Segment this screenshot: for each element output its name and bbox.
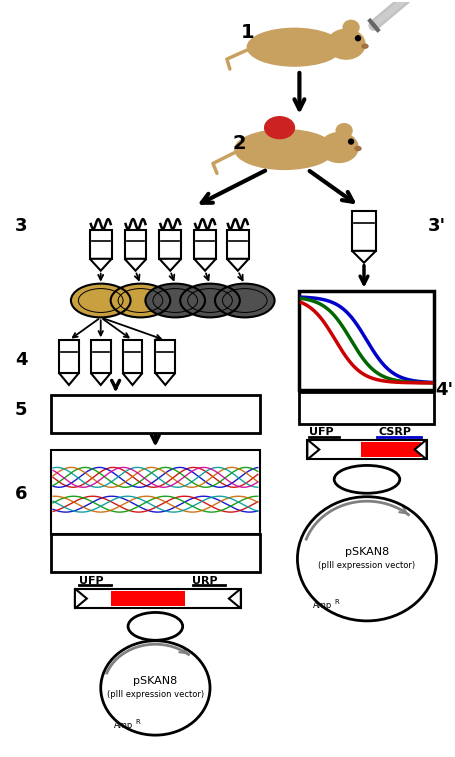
FancyBboxPatch shape [299, 392, 433, 424]
Polygon shape [90, 259, 111, 271]
FancyBboxPatch shape [122, 340, 142, 373]
Ellipse shape [216, 285, 273, 316]
Text: CSRP: CSRP [378, 427, 411, 437]
Polygon shape [227, 259, 248, 271]
FancyBboxPatch shape [59, 340, 79, 373]
Text: pSKAN8: pSKAN8 [344, 547, 388, 557]
FancyBboxPatch shape [159, 230, 181, 259]
Bar [111, 590, 185, 606]
Ellipse shape [327, 30, 364, 59]
Text: 3': 3' [426, 217, 445, 235]
Text: 4: 4 [15, 351, 27, 369]
Text: (pIII expression vector): (pIII expression vector) [318, 561, 415, 570]
Polygon shape [228, 589, 240, 609]
Text: UFP: UFP [308, 427, 333, 437]
Text: 5: 5 [15, 400, 27, 419]
Polygon shape [155, 373, 175, 385]
FancyBboxPatch shape [91, 340, 111, 373]
FancyBboxPatch shape [351, 211, 375, 251]
FancyBboxPatch shape [194, 230, 216, 259]
Text: R: R [334, 599, 339, 605]
Ellipse shape [72, 285, 129, 316]
Ellipse shape [342, 20, 358, 34]
Text: (pIII expression vector): (pIII expression vector) [106, 690, 203, 699]
Text: 1: 1 [240, 23, 254, 42]
Text: 6: 6 [15, 485, 27, 503]
Text: Amp: Amp [114, 721, 133, 731]
FancyBboxPatch shape [227, 230, 248, 259]
Ellipse shape [111, 285, 169, 316]
Ellipse shape [264, 117, 294, 139]
Text: UFP: UFP [79, 575, 103, 586]
Circle shape [355, 36, 360, 41]
Polygon shape [91, 373, 111, 385]
Text: Sequencing: Sequencing [105, 545, 205, 560]
Text: Amp: Amp [312, 601, 331, 610]
Polygon shape [122, 373, 142, 385]
Polygon shape [351, 251, 375, 263]
Text: 4': 4' [435, 381, 453, 399]
Text: MOTIF: MOTIF [130, 593, 165, 603]
Polygon shape [307, 440, 318, 459]
Text: DNA isolation: DNA isolation [97, 407, 213, 421]
FancyBboxPatch shape [299, 291, 433, 390]
Text: Q-PCR: Q-PCR [339, 400, 392, 416]
Polygon shape [159, 259, 181, 271]
Polygon shape [124, 259, 146, 271]
Ellipse shape [361, 44, 367, 48]
Text: 3: 3 [15, 217, 27, 235]
Ellipse shape [247, 28, 341, 66]
Circle shape [348, 139, 353, 144]
FancyBboxPatch shape [51, 534, 259, 572]
Ellipse shape [319, 132, 357, 163]
Ellipse shape [181, 285, 238, 316]
FancyBboxPatch shape [124, 230, 146, 259]
Bar [360, 441, 420, 457]
Ellipse shape [335, 123, 351, 138]
Polygon shape [194, 259, 216, 271]
Polygon shape [59, 373, 79, 385]
Ellipse shape [146, 285, 203, 316]
Ellipse shape [234, 129, 334, 170]
FancyBboxPatch shape [51, 450, 259, 534]
Text: R: R [135, 718, 140, 724]
Text: MOTIF: MOTIF [373, 444, 407, 454]
Text: URP: URP [192, 575, 217, 586]
Polygon shape [75, 589, 86, 609]
FancyBboxPatch shape [155, 340, 175, 373]
Text: 2: 2 [233, 134, 246, 153]
Bar [75, 589, 240, 609]
Ellipse shape [354, 147, 360, 151]
Bar [307, 440, 425, 459]
FancyBboxPatch shape [90, 230, 111, 259]
Polygon shape [414, 440, 425, 459]
FancyBboxPatch shape [51, 395, 259, 433]
Text: pSKAN8: pSKAN8 [133, 676, 177, 686]
